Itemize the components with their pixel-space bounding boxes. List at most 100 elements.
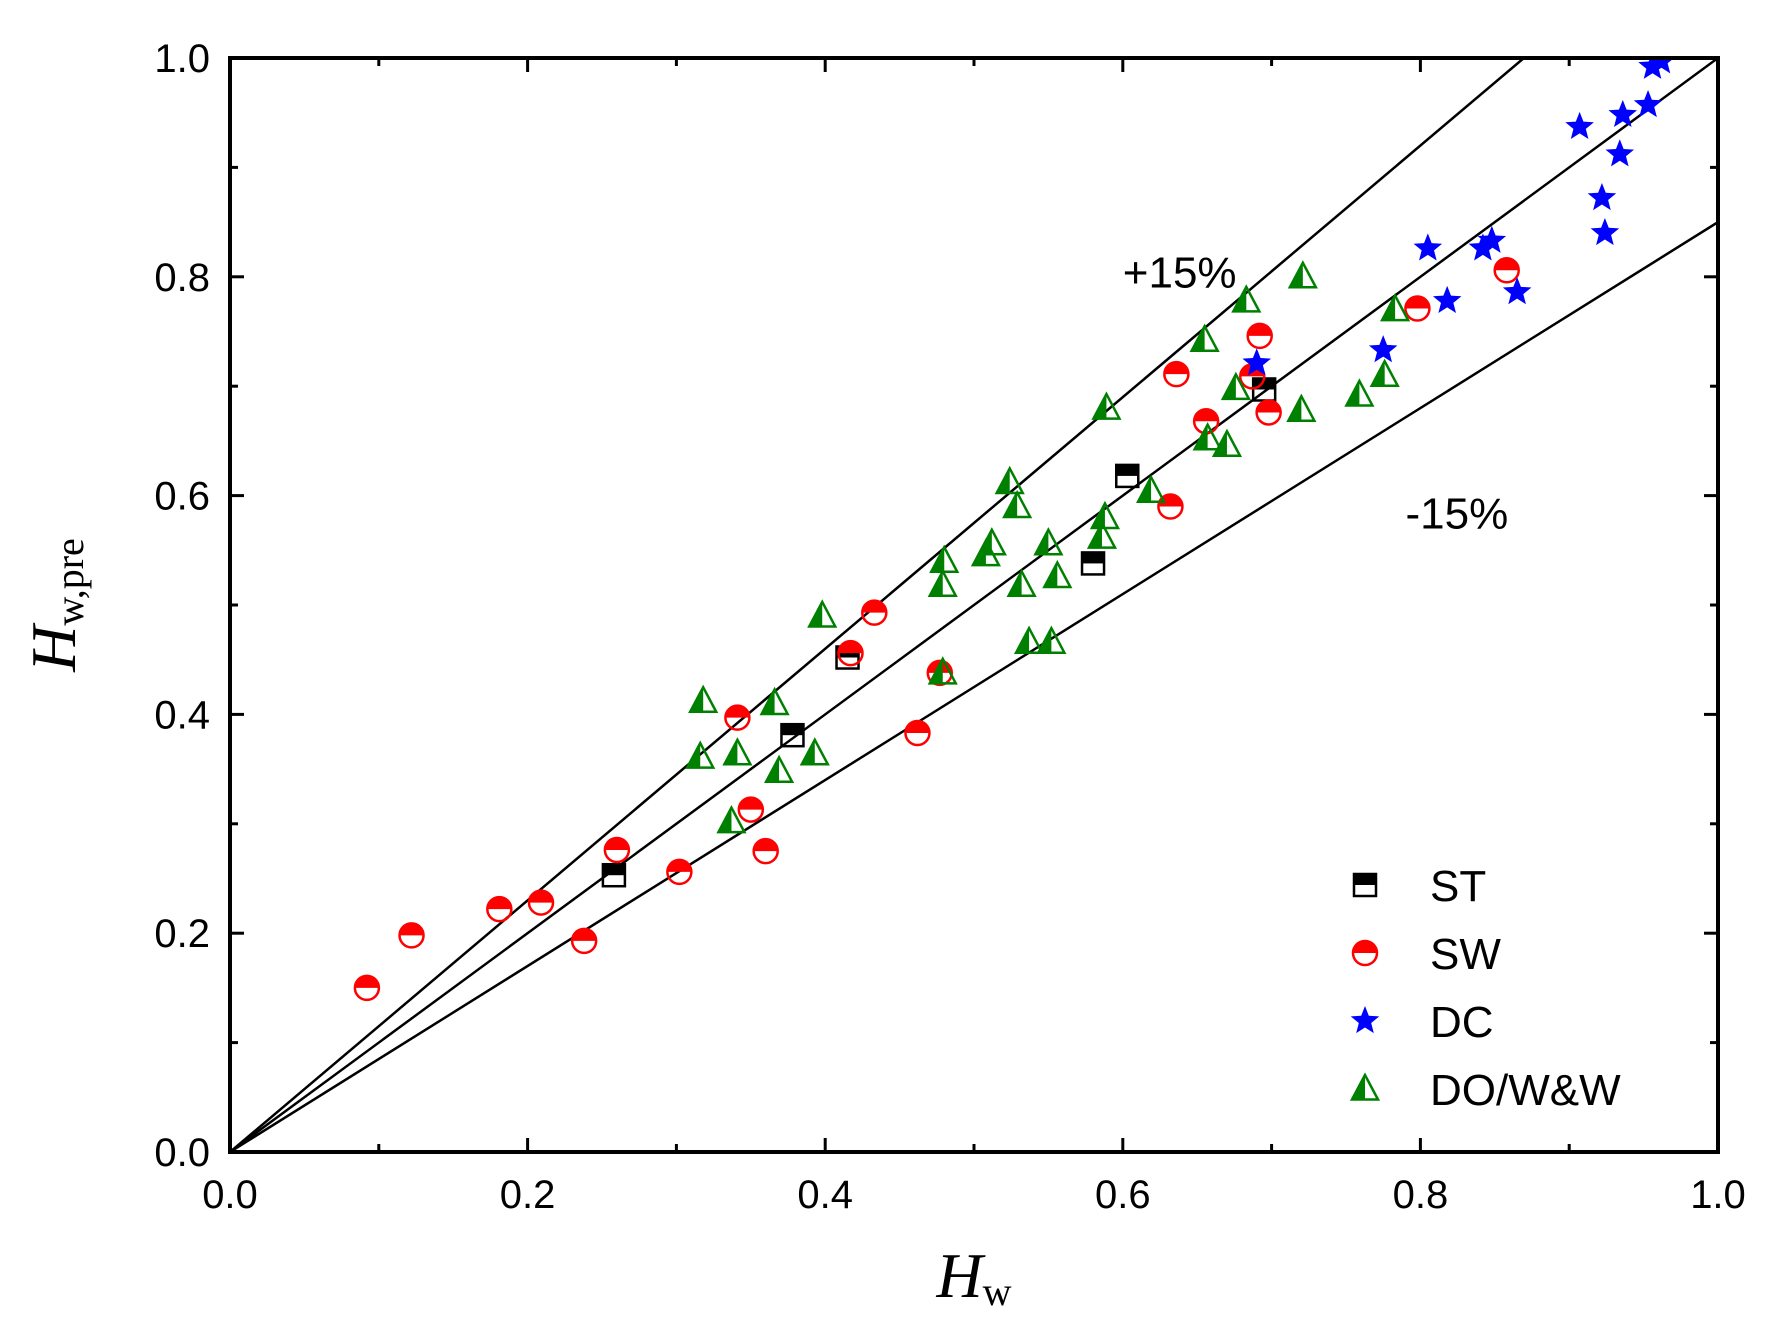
- marker-outline: [929, 544, 960, 573]
- marker-outline: [837, 639, 864, 667]
- x-tick-label: 0.4: [797, 1173, 853, 1217]
- point-sw: [724, 704, 751, 731]
- point-do-w-w: [1042, 559, 1073, 589]
- point-do-w-w: [1002, 489, 1033, 519]
- point-sw: [486, 895, 513, 923]
- marker-outline: [688, 684, 719, 714]
- point-do-w-w: [927, 568, 958, 598]
- y-tick-label: 0.8: [154, 256, 210, 300]
- marker-outline: [716, 804, 747, 834]
- point-dc: [1413, 233, 1443, 261]
- marker-outline: [685, 740, 716, 769]
- point-do-w-w: [994, 465, 1025, 495]
- point-do-w-w: [1220, 371, 1251, 401]
- marker-fill: [1354, 874, 1376, 885]
- point-dc: [1565, 111, 1594, 140]
- axis-ticks: 0.0 0.2 0.4 0.6 0.8 1.0 0.0 0.2 0.4 0.6 0.8 1.0: [154, 37, 1745, 1217]
- marker-outline: [1380, 292, 1411, 322]
- marker-outline: [994, 465, 1025, 495]
- marker-outline: [603, 836, 631, 864]
- point-dc: [1648, 58, 1675, 74]
- point-sw: [527, 889, 555, 916]
- marker-outline: [799, 737, 830, 766]
- point-do-w-w: [1344, 378, 1375, 407]
- point-dc: [1477, 225, 1507, 253]
- x-axis-title-sub: w: [983, 1269, 1012, 1314]
- annotation-plus15: +15%: [1123, 249, 1237, 298]
- y-axis-title-sub: w,pre: [47, 538, 92, 625]
- marker-outline: [527, 889, 555, 916]
- point-sw: [737, 796, 765, 823]
- legend-label-dc: DC: [1430, 998, 1494, 1047]
- point-sw: [861, 599, 888, 626]
- marker-fill: [1468, 233, 1498, 261]
- marker-outline: [1189, 323, 1220, 353]
- marker-outline: [666, 858, 693, 886]
- point-do-w-w: [927, 656, 958, 685]
- marker-fill: [602, 864, 625, 876]
- x-tick-label: 0.2: [500, 1173, 556, 1217]
- point-sw: [666, 858, 693, 886]
- y-tick-label: 0.4: [154, 693, 210, 737]
- point-do-w-w: [1192, 422, 1223, 451]
- marker-fill: [1413, 233, 1443, 261]
- point-do-w-w: [759, 686, 790, 716]
- y-tick-label: 0.2: [154, 912, 210, 956]
- marker-outline: [927, 656, 958, 685]
- y-axis-title-main: H: [18, 622, 89, 673]
- point-do-w-w: [763, 754, 795, 784]
- marker-outline: [1036, 625, 1067, 654]
- marker-fill: [1253, 378, 1276, 390]
- marker-outline: [722, 737, 753, 766]
- point-st: [1115, 463, 1140, 489]
- marker-outline: [1369, 358, 1400, 388]
- marker-outline: [601, 862, 627, 888]
- point-do-w-w: [1033, 527, 1064, 556]
- point-do-w-w: [1286, 393, 1317, 423]
- marker-outline: [1135, 474, 1167, 503]
- legend: ST SW DC DO/W&W: [1349, 862, 1621, 1115]
- point-sw: [1246, 322, 1273, 350]
- marker-outline: [763, 754, 795, 784]
- marker-outline: [1013, 625, 1045, 654]
- marker-outline: [1089, 500, 1121, 530]
- marker-fill: [1605, 139, 1635, 167]
- point-sw: [1157, 493, 1184, 520]
- marker-outline: [1286, 393, 1317, 423]
- point-do-w-w: [1013, 625, 1045, 654]
- marker-outline: [1287, 260, 1318, 289]
- point-do-w-w: [929, 544, 960, 573]
- legend-marker-do-w-w: [1349, 1072, 1381, 1101]
- marker-outline: [1246, 322, 1273, 350]
- marker-fill: [1608, 99, 1638, 128]
- point-sw: [1163, 360, 1190, 388]
- marker-fill: [1633, 90, 1663, 118]
- point-do-w-w: [1287, 260, 1318, 289]
- marker-outline: [1006, 568, 1037, 598]
- marker-fill: [1368, 335, 1398, 363]
- marker-outline: [1002, 489, 1033, 519]
- legend-marker-sw: [1351, 939, 1379, 967]
- point-st: [601, 862, 627, 888]
- point-do-w-w: [1189, 323, 1220, 353]
- point-do-w-w: [716, 804, 747, 834]
- marker-outline: [1349, 1072, 1381, 1101]
- marker-outline: [976, 527, 1007, 556]
- reference-line-2: [230, 221, 1718, 1152]
- point-sw: [1493, 256, 1520, 284]
- marker-outline: [353, 974, 381, 1002]
- point-dc: [1608, 99, 1638, 128]
- point-do-w-w: [688, 684, 719, 714]
- marker-outline: [752, 837, 779, 865]
- marker-outline: [1115, 463, 1140, 489]
- marker-outline: [1231, 284, 1262, 313]
- marker-outline: [1493, 256, 1520, 284]
- point-dc: [1587, 183, 1617, 211]
- annotation-minus15: -15%: [1406, 489, 1509, 538]
- marker-outline: [1157, 493, 1184, 520]
- marker-outline: [1163, 360, 1190, 388]
- marker-fill: [1587, 183, 1617, 211]
- point-dc: [1432, 285, 1462, 313]
- marker-outline: [904, 719, 931, 747]
- point-dc: [1605, 139, 1635, 167]
